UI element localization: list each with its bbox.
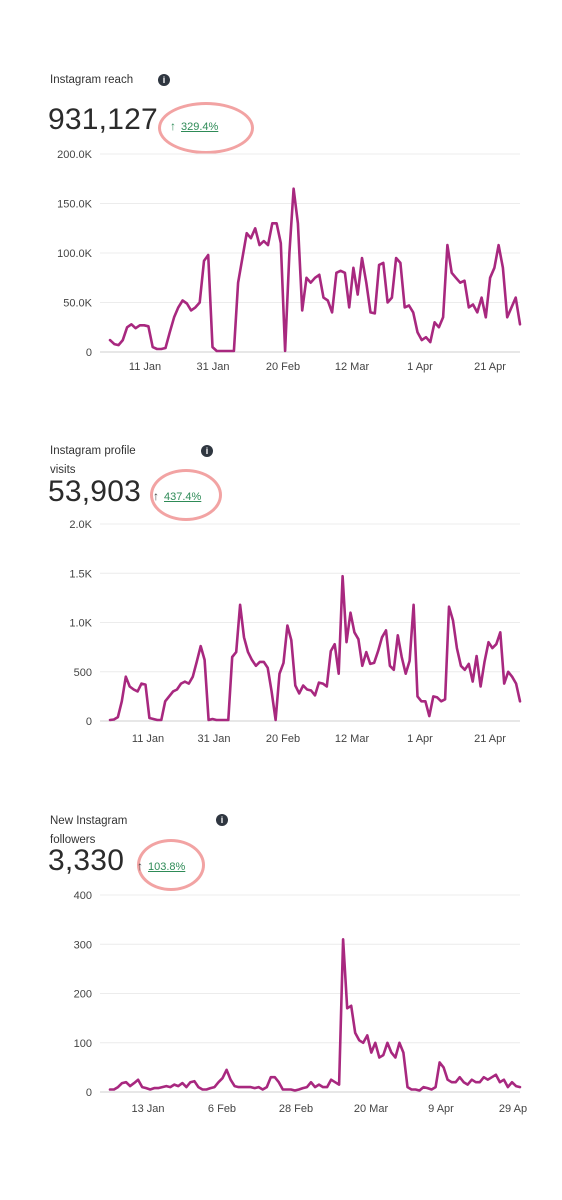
series-line[interactable]	[108, 937, 522, 1092]
metric-label: Instagram profile visits	[50, 445, 136, 476]
x-tick-label: 13 Jan	[131, 1103, 164, 1115]
metric-label: Instagram reach	[50, 74, 134, 86]
y-tick-label: 100.0K	[57, 248, 93, 260]
y-tick-label: 200	[74, 989, 92, 1001]
highlight-circle	[158, 102, 254, 154]
y-tick-label: 150.0K	[57, 199, 93, 211]
x-tick-label: 28 Feb	[279, 1103, 313, 1115]
y-tick-label: 2.0K	[69, 519, 92, 531]
y-tick-label: 50.0K	[63, 298, 92, 310]
x-tick-label: 1 Apr	[407, 361, 433, 373]
info-icon[interactable]: i	[158, 74, 170, 86]
y-tick-label: 100	[74, 1038, 92, 1050]
up-arrow-icon: ↑	[170, 119, 176, 133]
highlight-circle	[150, 469, 222, 521]
x-tick-label: 20 Feb	[266, 733, 300, 745]
highlight-circle	[137, 839, 205, 891]
profile-visits-panel: Instagram profile visits i 53,903 ↑ 437.4…	[48, 445, 522, 745]
info-icon[interactable]: i	[216, 814, 228, 826]
x-tick-label: 20 Mar	[354, 1103, 389, 1115]
series-line[interactable]	[108, 574, 522, 722]
x-tick-label: 9 Apr	[428, 1103, 454, 1115]
x-tick-label: 21 Apr	[474, 733, 506, 745]
y-tick-label: 0	[86, 347, 92, 359]
change-indicator[interactable]: ↑ 329.4%	[170, 119, 218, 133]
y-tick-label: 0	[86, 716, 92, 728]
up-arrow-icon: ↑	[153, 489, 159, 503]
x-tick-label: 31 Jan	[197, 733, 230, 745]
y-tick-label: 1.5K	[69, 568, 92, 580]
x-tick-label: 31 Jan	[196, 361, 229, 373]
followers-chart: 400 300 200 100 0 13 Jan 6 Feb 28 Feb 20 Mar 9 Ap…	[74, 890, 527, 1115]
metric-label: New Instagram followers	[50, 815, 128, 846]
reach-panel: Instagram reach i 931,127 ↑ 329.4% 200.0K…	[0, 0, 562, 400]
y-tick-label: 0	[86, 1087, 92, 1099]
info-icon[interactable]: i	[201, 445, 213, 457]
metric-value: 931,127	[48, 103, 158, 136]
x-tick-label: 11 Jan	[132, 733, 164, 745]
change-percent: 329.4%	[181, 121, 219, 133]
metric-value: 3,330	[48, 844, 125, 877]
y-tick-label: 200.0K	[57, 149, 93, 161]
change-percent: 103.8%	[148, 861, 186, 873]
x-tick-label: 12 Mar	[335, 733, 370, 745]
x-tick-label: 29 Ap	[499, 1103, 527, 1115]
up-arrow-icon: ↑	[137, 859, 143, 873]
followers-panel: New Instagram followers i 3,330 ↑ 103.8% …	[48, 814, 527, 1115]
y-tick-label: 500	[74, 667, 92, 679]
profile-visits-chart: 2.0K 1.5K 1.0K 500 0 11 Jan 31 Jan 20 Feb 12 Mar…	[69, 519, 522, 745]
x-tick-label: 1 Apr	[407, 733, 433, 745]
change-indicator[interactable]: ↑ 103.8%	[137, 859, 185, 873]
x-tick-label: 12 Mar	[335, 361, 370, 373]
metric-value: 53,903	[48, 475, 141, 508]
x-tick-label: 11 Jan	[129, 361, 161, 373]
change-percent: 437.4%	[164, 491, 202, 503]
change-indicator[interactable]: ↑ 437.4%	[153, 489, 201, 503]
x-tick-label: 6 Feb	[208, 1103, 236, 1115]
y-tick-label: 400	[74, 890, 92, 902]
y-tick-label: 300	[74, 939, 92, 951]
x-tick-label: 20 Feb	[266, 361, 300, 373]
y-tick-label: 1.0K	[69, 618, 92, 630]
x-tick-label: 21 Apr	[474, 361, 506, 373]
series-line[interactable]	[108, 187, 522, 353]
reach-chart: 200.0K 150.0K 100.0K 50.0K 0 11 Jan 31 Jan 20 F…	[57, 149, 522, 373]
